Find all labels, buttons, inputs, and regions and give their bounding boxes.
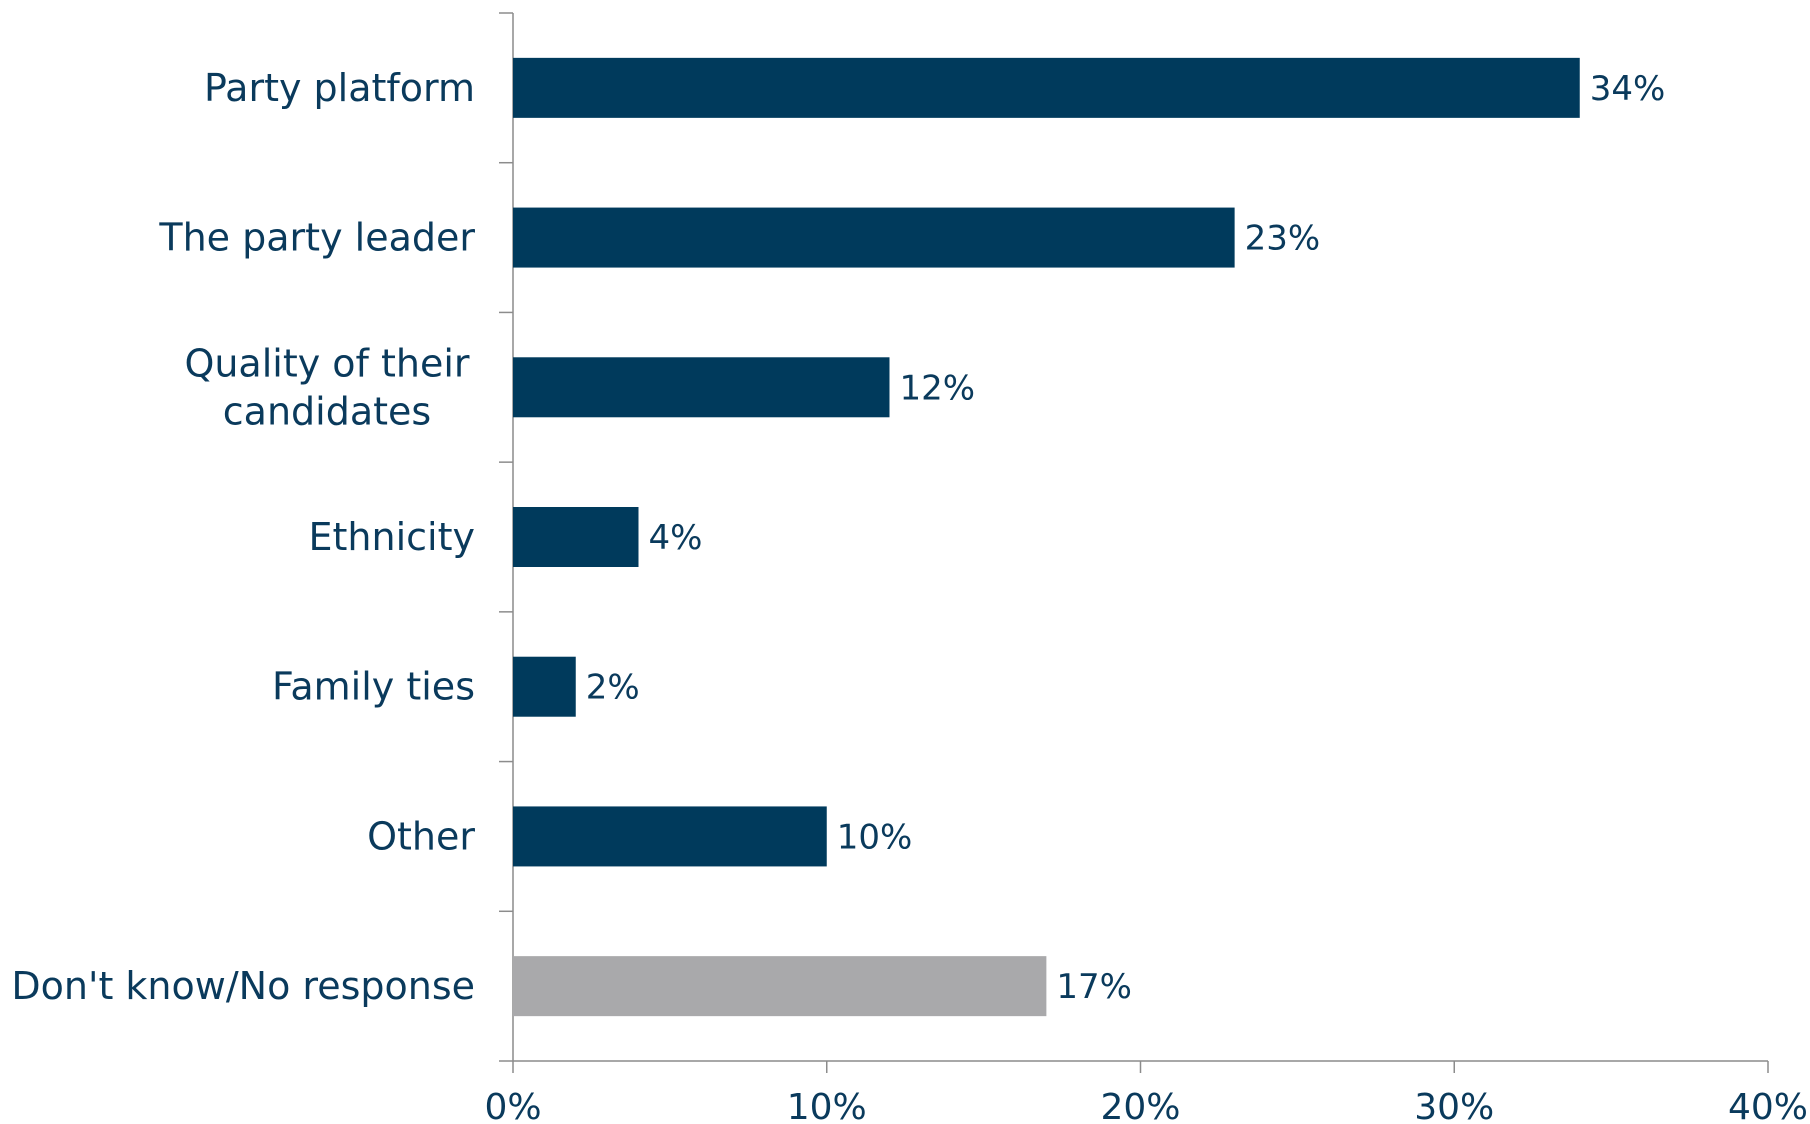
category-label: Party platform bbox=[204, 66, 475, 110]
category-label-line: Quality of their bbox=[184, 341, 469, 385]
chart-labels: 0% 10% 20% 30% 40% 34% Party platform 23% The pa… bbox=[11, 66, 1808, 1124]
category-label-line: Party platform bbox=[204, 66, 475, 110]
x-tick-label: 40% bbox=[1728, 1087, 1808, 1124]
bar bbox=[513, 207, 1235, 268]
category-label: Quality of their candidates bbox=[184, 341, 469, 433]
value-label: 12% bbox=[900, 368, 976, 408]
bar bbox=[513, 656, 576, 717]
category-label-line: Ethnicity bbox=[309, 515, 475, 559]
category-label-line: The party leader bbox=[158, 216, 475, 260]
value-label: 17% bbox=[1056, 967, 1132, 1007]
value-label: 4% bbox=[649, 518, 703, 558]
category-label-line: candidates bbox=[223, 389, 431, 433]
x-tick-label: 20% bbox=[1100, 1087, 1180, 1124]
category-label: Don't know/No response bbox=[11, 964, 475, 1008]
category-label-line: Don't know/No response bbox=[11, 964, 475, 1008]
category-label-line: Family ties bbox=[272, 665, 475, 709]
category-label-line: Other bbox=[367, 814, 475, 858]
bar bbox=[513, 956, 1047, 1017]
x-tick-label: 0% bbox=[484, 1087, 541, 1124]
chart-bars bbox=[513, 57, 1580, 1017]
value-label: 34% bbox=[1590, 69, 1666, 109]
bar bbox=[513, 357, 890, 418]
bar bbox=[513, 507, 639, 567]
value-label: 23% bbox=[1245, 219, 1321, 259]
value-label: 2% bbox=[586, 668, 640, 708]
value-label: 10% bbox=[837, 817, 913, 857]
category-label: The party leader bbox=[158, 216, 475, 260]
category-label: Ethnicity bbox=[309, 515, 475, 559]
category-label: Other bbox=[367, 814, 475, 858]
x-tick-label: 30% bbox=[1414, 1087, 1494, 1124]
category-label: Family ties bbox=[272, 665, 475, 709]
bar bbox=[513, 57, 1580, 118]
bar bbox=[513, 806, 827, 867]
x-tick-label: 10% bbox=[787, 1087, 867, 1124]
